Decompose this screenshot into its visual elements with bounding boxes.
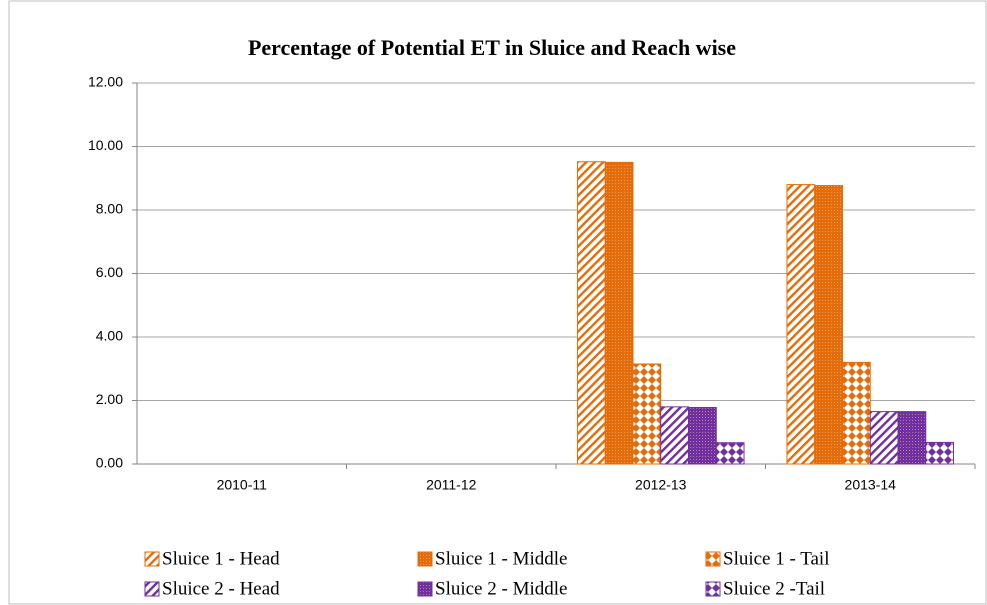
legend-label: Sluice 1 - Tail — [723, 548, 830, 569]
y-tick-label: 0.00 — [96, 455, 123, 471]
y-tick-label: 4.00 — [96, 328, 123, 344]
x-tick-label: 2010-11 — [217, 477, 268, 493]
legend-label: Sluice 2 -Tail — [723, 578, 825, 599]
bar — [925, 441, 955, 465]
legend-swatch — [144, 551, 160, 567]
y-tick-label: 2.00 — [96, 391, 123, 407]
legend-swatch — [144, 581, 160, 597]
legend-swatch — [705, 581, 721, 597]
bar — [576, 161, 606, 465]
legend-label: Sluice 2 - Middle — [435, 578, 567, 599]
y-tick-label: 10.00 — [88, 137, 123, 153]
bar — [688, 406, 717, 465]
x-tick-label: 2012-13 — [635, 477, 687, 493]
legend-label: Sluice 2 - Head — [162, 578, 280, 599]
bar — [632, 363, 662, 465]
bar — [869, 411, 899, 465]
y-tick-label: 6.00 — [96, 264, 123, 280]
bar — [897, 411, 927, 465]
x-tick-label: 2013-14 — [845, 477, 897, 493]
bar — [660, 406, 690, 465]
bar — [814, 185, 843, 465]
y-tick-label: 12.00 — [88, 74, 123, 90]
bar — [786, 184, 816, 465]
bar — [841, 361, 871, 465]
bar — [604, 161, 634, 465]
y-tick-label: 8.00 — [96, 201, 123, 217]
x-tick-label: 2011-12 — [426, 477, 477, 493]
chart-title: Percentage of Potential ET in Sluice and… — [248, 35, 736, 60]
legend-swatch — [417, 551, 433, 567]
bar — [715, 442, 745, 465]
legend-label: Sluice 1 - Head — [162, 548, 280, 569]
legend-swatch — [705, 551, 721, 567]
legend-label: Sluice 1 - Middle — [435, 548, 567, 569]
legend-swatch — [417, 581, 433, 597]
